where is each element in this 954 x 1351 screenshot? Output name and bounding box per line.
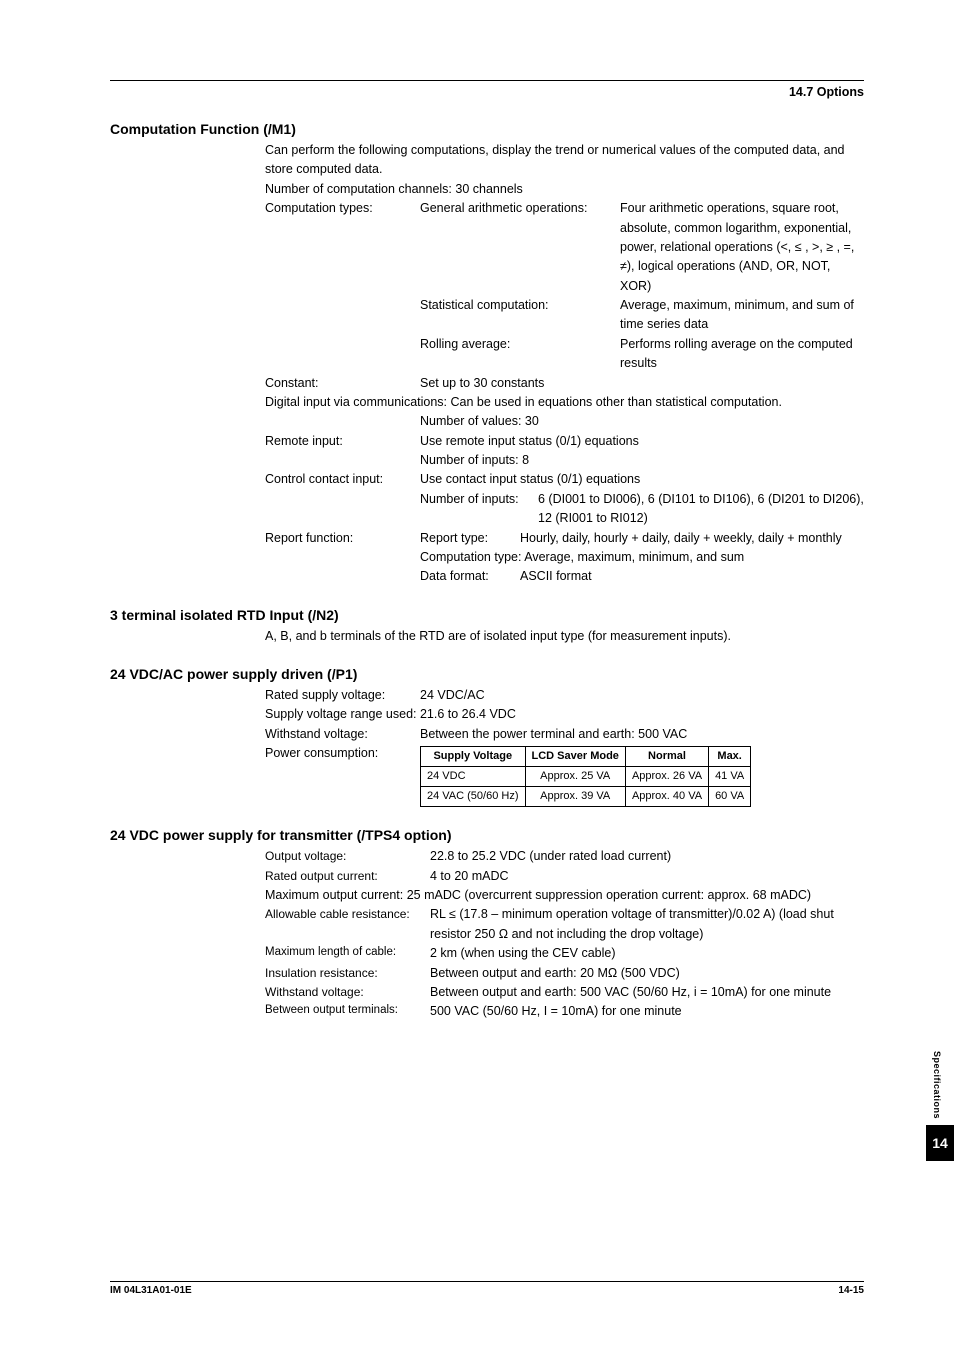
- stat-label: Statistical computation:: [420, 296, 620, 335]
- cci-v2b: 6 (DI001 to DI006), 6 (DI101 to DI106), …: [538, 490, 864, 529]
- r2c1: Approx. 39 VA: [525, 787, 625, 807]
- p1-r3v: Between the power terminal and earth: 50…: [420, 725, 864, 744]
- tps4-r2v: 4 to 20 mADC: [430, 867, 864, 886]
- p1-r3l: Withstand voltage:: [265, 725, 420, 744]
- r2c3: 60 VA: [709, 787, 751, 807]
- r1c3: 41 VA: [709, 767, 751, 787]
- tps4-r8v: 500 VAC (50/60 Hz, I = 10mA) for one min…: [430, 1002, 864, 1021]
- footer-right: 14-15: [838, 1285, 864, 1296]
- tps4-r8l: Between output terminals:: [265, 1002, 430, 1020]
- tps4-r5l: Maximum length of cable:: [265, 944, 430, 962]
- p1-r4l: Power consumption:: [265, 744, 420, 763]
- roll-label: Rolling average:: [420, 335, 620, 374]
- gen-arith-value: Four arithmetic operations, square root,…: [620, 199, 864, 296]
- digi-line: Digital input via communications: Can be…: [265, 393, 864, 412]
- cci-label: Control contact input:: [265, 470, 420, 489]
- rep-type-value: Hourly, daily, hourly + daily, daily + w…: [520, 529, 864, 548]
- footer-left: IM 04L31A01-01E: [110, 1285, 192, 1296]
- roll-value: Performs rolling average on the computed…: [620, 335, 864, 374]
- rtd-title: 3 terminal isolated RTD Input (/N2): [110, 607, 864, 623]
- th1: LCD Saver Mode: [525, 747, 625, 767]
- r1c0: 24 VDC: [421, 767, 526, 787]
- tps4-r4a: Allowable cable resistance:: [265, 905, 430, 924]
- rep-fmt-value: ASCII format: [520, 567, 592, 586]
- stat-value: Average, maximum, minimum, and sum of ti…: [620, 296, 864, 335]
- footer: IM 04L31A01-01E 14-15: [110, 1281, 864, 1296]
- chapter-box: 14: [926, 1125, 954, 1161]
- tps4-r1v: 22.8 to 25.2 VDC (under rated load curre…: [430, 847, 864, 866]
- rep-type-label: Report type:: [420, 529, 520, 548]
- cci-v2a: Number of inputs:: [420, 490, 538, 529]
- rep-label: Report function:: [265, 529, 420, 548]
- tps4-r5v: 2 km (when using the CEV cable): [430, 944, 864, 963]
- const-label: Constant:: [265, 374, 420, 393]
- tps4-r4b: RL ≤ (17.8 – minimum operation voltage o…: [430, 905, 864, 944]
- const-value: Set up to 30 constants: [420, 374, 864, 393]
- comp-title: Computation Function (/M1): [110, 121, 864, 137]
- header-rule: [110, 80, 864, 81]
- tps4-r7v: Between output and earth: 500 VAC (50/60…: [430, 983, 864, 1002]
- p1-r1l: Rated supply voltage:: [265, 686, 420, 705]
- p1-r1v: 24 VDC/AC: [420, 686, 864, 705]
- digi-num: Number of values: 30: [420, 412, 864, 431]
- tps4-r7l: Withstand voltage:: [265, 983, 430, 1002]
- r2c0: 24 VAC (50/60 Hz): [421, 787, 526, 807]
- th2: Normal: [625, 747, 708, 767]
- side-label: Specifications: [932, 1051, 942, 1119]
- tps4-title: 24 VDC power supply for transmitter (/TP…: [110, 827, 864, 843]
- remote-v1: Use remote input status (0/1) equations: [420, 432, 864, 451]
- side-tab: Specifications 14: [926, 1051, 954, 1161]
- power-table: Supply Voltage LCD Saver Mode Normal Max…: [420, 746, 751, 807]
- tps4-r6l: Insulation resistance:: [265, 964, 430, 983]
- p1-r2: Supply voltage range used: 21.6 to 26.4 …: [265, 705, 864, 724]
- rep-comp: Computation type: Average, maximum, mini…: [420, 548, 864, 567]
- th3: Max.: [709, 747, 751, 767]
- tps4-r2l: Rated output current:: [265, 867, 430, 886]
- rtd-body: A, B, and b terminals of the RTD are of …: [265, 627, 864, 646]
- comp-intro2: Number of computation channels: 30 chann…: [265, 180, 864, 199]
- gen-arith-label: General arithmetic operations:: [420, 199, 620, 296]
- tps4-r3: Maximum output current: 25 mADC (overcur…: [265, 888, 811, 902]
- tps4-r1l: Output voltage:: [265, 847, 430, 866]
- tps4-r6v: Between output and earth: 20 MΩ (500 VDC…: [430, 964, 864, 983]
- cci-v1: Use contact input status (0/1) equations: [420, 470, 864, 489]
- comp-types-label: Computation types:: [265, 199, 420, 218]
- r2c2: Approx. 40 VA: [625, 787, 708, 807]
- th0: Supply Voltage: [421, 747, 526, 767]
- comp-intro1: Can perform the following computations, …: [265, 141, 864, 180]
- r1c2: Approx. 26 VA: [625, 767, 708, 787]
- remote-label: Remote input:: [265, 432, 420, 451]
- remote-v2: Number of inputs: 8: [420, 451, 864, 470]
- p1-title: 24 VDC/AC power supply driven (/P1): [110, 666, 864, 682]
- header-section: 14.7 Options: [110, 85, 864, 99]
- r1c1: Approx. 25 VA: [525, 767, 625, 787]
- rep-fmt-label: Data format:: [420, 567, 520, 586]
